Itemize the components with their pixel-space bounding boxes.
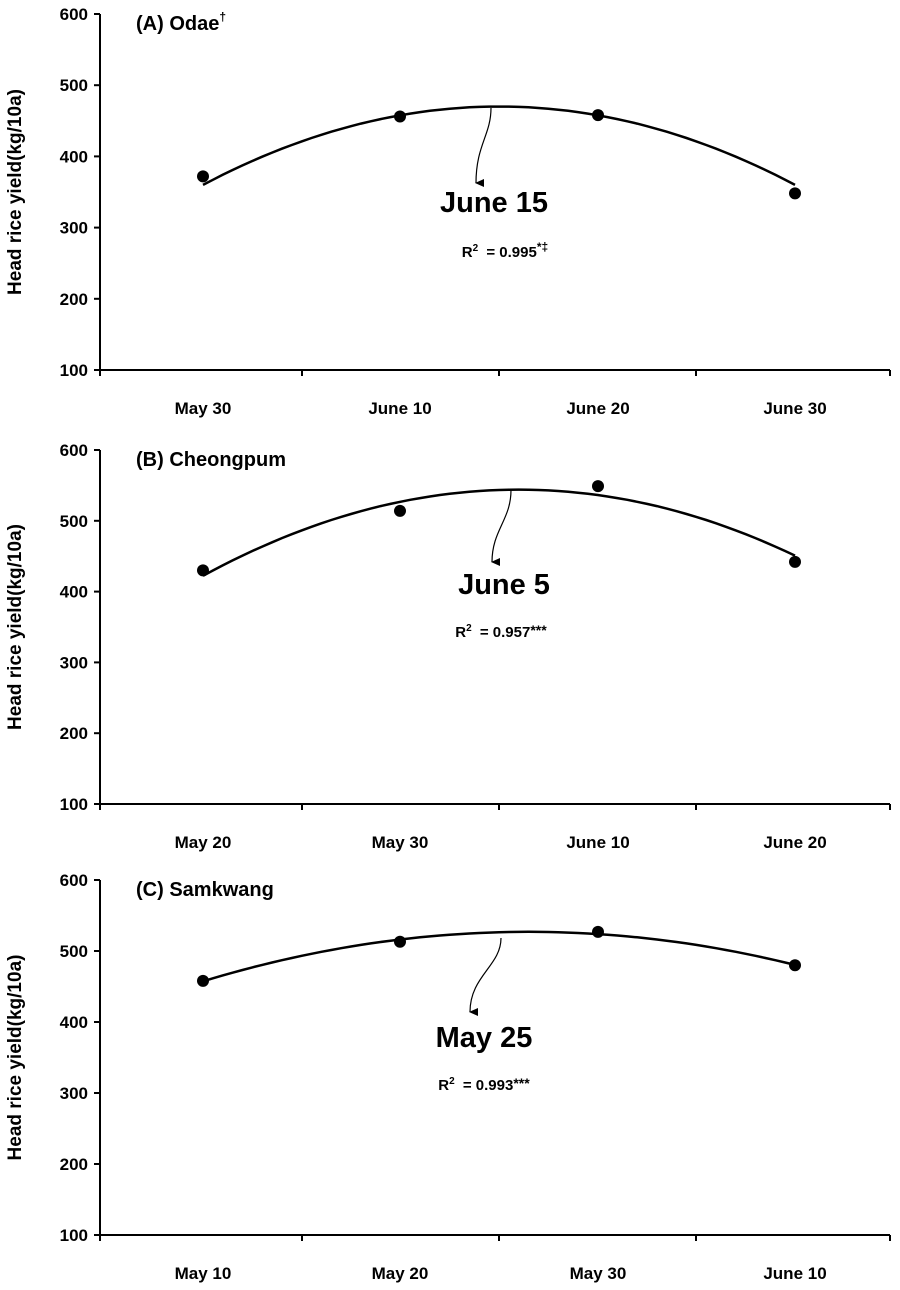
fit-curve (202, 488, 796, 577)
y-tick-label: 400 (60, 1013, 88, 1032)
y-tick-label: 200 (60, 1155, 88, 1174)
optimum-arrow (475, 107, 492, 188)
y-tick-label: 200 (60, 724, 88, 743)
y-tick-label: 200 (60, 290, 88, 309)
chart-panel-3: 100 200 300 400 500 600 May 10 May 20 May 30 June… (5, 871, 891, 1283)
y-tick-label: 400 (60, 583, 88, 602)
y-tick-label: 100 (60, 1226, 88, 1245)
optimum-arrow (491, 489, 512, 567)
x-tick-label: May 20 (175, 833, 232, 852)
y-tick-label: 100 (60, 795, 88, 814)
chart-panel-2: 100 200 300 400 500 600 May 20 May 30 June 10 Jun… (5, 441, 891, 852)
chart-panel-1: 100 200 300 400 500 600 May 30 June 10 June 20 Ju… (5, 5, 891, 418)
x-tick-label: June 20 (763, 833, 826, 852)
y-tick-label: 600 (60, 871, 88, 890)
data-point (789, 187, 801, 200)
data-point (394, 935, 406, 948)
y-tick-label: 600 (60, 5, 88, 24)
y-tick-label: 500 (60, 942, 88, 961)
x-tick-label: May 30 (175, 399, 232, 418)
y-tick-label: 300 (60, 1084, 88, 1103)
y-axis-title: Head rice yield(kg/10a) (5, 89, 26, 295)
x-tick-label: June 30 (763, 399, 826, 418)
optimum-date-label: June 15 (440, 187, 548, 219)
x-tick-label: May 20 (372, 1264, 429, 1283)
optimum-date-label: June 5 (458, 569, 550, 601)
x-tick-label: June 10 (566, 833, 629, 852)
data-point (197, 974, 209, 987)
r2-annotation: R2 = 0.995*‡ (462, 240, 548, 261)
data-point (789, 555, 801, 568)
x-tick-label: May 30 (570, 1264, 627, 1283)
panel-title: (A) Odae† (136, 10, 226, 35)
data-point (592, 480, 604, 493)
data-point (789, 959, 801, 972)
y-axis-title: Head rice yield(kg/10a) (5, 524, 26, 730)
data-point (197, 170, 209, 183)
data-point (197, 564, 209, 577)
data-point (394, 504, 406, 517)
x-tick-label: June 10 (763, 1264, 826, 1283)
y-tick-label: 500 (60, 76, 88, 95)
y-tick-label: 500 (60, 512, 88, 531)
data-point (592, 925, 604, 938)
x-tick-label: May 10 (175, 1264, 232, 1283)
optimum-arrow (469, 937, 502, 1017)
y-tick-label: 300 (60, 219, 88, 238)
x-tick-label: June 10 (368, 399, 431, 418)
y-tick-label: 400 (60, 147, 88, 166)
panel-title: (C) Samkwang (136, 879, 274, 901)
y-tick-label: 100 (60, 361, 88, 380)
data-point (592, 109, 604, 122)
data-point (394, 110, 406, 123)
fit-curve (202, 105, 796, 187)
y-tick-label: 600 (60, 441, 88, 460)
fit-curve (202, 930, 796, 983)
x-tick-label: May 30 (372, 833, 429, 852)
r2-annotation: R2 = 0.957*** (455, 622, 547, 641)
r2-annotation: R2 = 0.993*** (438, 1075, 530, 1094)
panel-title: (B) Cheongpum (136, 449, 286, 471)
y-axis-title: Head rice yield(kg/10a) (5, 955, 26, 1161)
optimum-date-label: May 25 (436, 1022, 533, 1054)
y-tick-label: 300 (60, 653, 88, 672)
x-tick-label: June 20 (566, 399, 629, 418)
